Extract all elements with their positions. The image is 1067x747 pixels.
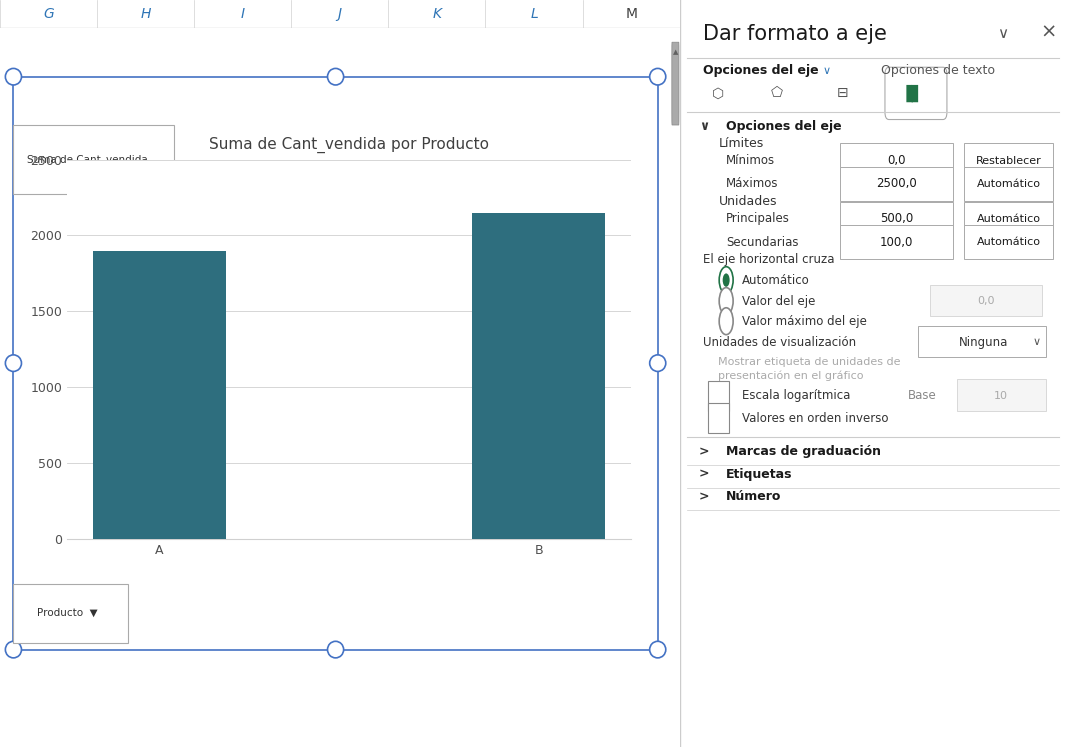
Text: Número: Número: [727, 490, 781, 503]
Circle shape: [722, 273, 730, 287]
Title: Suma de Cant_vendida por Producto: Suma de Cant_vendida por Producto: [209, 137, 489, 152]
Text: Suma de Cant_vendida: Suma de Cant_vendida: [27, 154, 147, 165]
Text: ×: ×: [1040, 22, 1056, 42]
Text: 100,0: 100,0: [880, 235, 913, 249]
Text: Principales: Principales: [727, 212, 790, 226]
Text: ⬡: ⬡: [713, 87, 724, 100]
Text: presentación en el gráfico: presentación en el gráfico: [718, 371, 864, 381]
Text: Valor del eje: Valor del eje: [742, 294, 815, 308]
FancyBboxPatch shape: [965, 225, 1053, 259]
FancyBboxPatch shape: [841, 167, 953, 201]
Text: H: H: [141, 7, 150, 21]
Text: >: >: [699, 490, 710, 503]
FancyBboxPatch shape: [965, 202, 1053, 236]
Circle shape: [650, 69, 666, 85]
FancyBboxPatch shape: [929, 285, 1041, 316]
Text: El eje horizontal cruza: El eje horizontal cruza: [703, 253, 834, 267]
FancyBboxPatch shape: [965, 143, 1053, 178]
Text: ∨: ∨: [823, 66, 831, 76]
Text: Unidades: Unidades: [718, 195, 777, 208]
FancyBboxPatch shape: [841, 225, 953, 259]
Text: M: M: [625, 7, 637, 21]
FancyBboxPatch shape: [707, 403, 729, 433]
FancyBboxPatch shape: [841, 143, 953, 178]
Circle shape: [5, 642, 21, 658]
Text: ⊟: ⊟: [837, 87, 848, 100]
FancyBboxPatch shape: [14, 584, 128, 642]
Text: Automático: Automático: [977, 237, 1041, 247]
Text: Automático: Automático: [977, 214, 1041, 224]
Text: Automático: Automático: [977, 179, 1041, 189]
Bar: [14, 77, 657, 650]
FancyBboxPatch shape: [957, 379, 1046, 411]
Circle shape: [5, 69, 21, 85]
Text: Mínimos: Mínimos: [727, 154, 776, 167]
Text: 500,0: 500,0: [880, 212, 913, 226]
Circle shape: [650, 642, 666, 658]
Circle shape: [5, 355, 21, 371]
Circle shape: [719, 267, 733, 294]
Text: Unidades de visualización: Unidades de visualización: [703, 335, 856, 349]
Text: Marcas de graduación: Marcas de graduación: [727, 445, 881, 459]
Text: >: >: [699, 468, 710, 481]
Text: Opciones del eje: Opciones del eje: [703, 64, 818, 78]
Text: Valor máximo del eje: Valor máximo del eje: [742, 314, 866, 328]
FancyBboxPatch shape: [965, 167, 1053, 201]
FancyBboxPatch shape: [885, 67, 946, 120]
Text: ∨: ∨: [998, 26, 1008, 41]
Text: ∨: ∨: [1032, 337, 1040, 347]
Text: ▐▌: ▐▌: [899, 84, 925, 102]
Text: Automático: Automático: [742, 273, 810, 287]
Text: Opciones del eje: Opciones del eje: [727, 120, 842, 134]
Text: ∨: ∨: [699, 120, 710, 134]
Text: >: >: [699, 445, 710, 459]
Text: Valores en orden inverso: Valores en orden inverso: [742, 412, 888, 425]
Text: ⬠: ⬠: [770, 87, 782, 100]
Circle shape: [719, 308, 733, 335]
Text: 0,0: 0,0: [977, 296, 994, 306]
Circle shape: [328, 69, 344, 85]
Text: Mostrar etiqueta de unidades de: Mostrar etiqueta de unidades de: [718, 357, 901, 368]
Text: ▲: ▲: [672, 49, 679, 55]
Text: K: K: [432, 7, 442, 21]
Text: Opciones de texto: Opciones de texto: [881, 64, 996, 78]
FancyBboxPatch shape: [841, 202, 953, 236]
Text: J: J: [338, 7, 341, 21]
Text: 10: 10: [994, 391, 1008, 401]
Text: Etiquetas: Etiquetas: [727, 468, 793, 481]
FancyBboxPatch shape: [14, 125, 175, 194]
Text: G: G: [43, 7, 54, 21]
Text: 2500,0: 2500,0: [876, 177, 917, 190]
Text: Escala logarítmica: Escala logarítmica: [742, 389, 850, 403]
FancyBboxPatch shape: [672, 42, 679, 125]
Text: L: L: [530, 7, 538, 21]
Text: I: I: [241, 7, 244, 21]
Bar: [93, 251, 225, 539]
Circle shape: [719, 288, 733, 314]
Text: 0,0: 0,0: [888, 154, 906, 167]
Text: Máximos: Máximos: [727, 177, 779, 190]
Circle shape: [650, 355, 666, 371]
Text: Base: Base: [908, 389, 937, 403]
Text: Producto  ▼: Producto ▼: [37, 608, 97, 618]
FancyBboxPatch shape: [918, 326, 1046, 357]
Bar: [473, 213, 605, 539]
Text: Límites: Límites: [718, 137, 764, 150]
Text: Restablecer: Restablecer: [976, 155, 1041, 166]
Text: Dar formato a eje: Dar formato a eje: [703, 24, 887, 43]
Circle shape: [328, 642, 344, 658]
FancyBboxPatch shape: [707, 381, 729, 411]
Text: Ninguna: Ninguna: [958, 335, 1008, 349]
Text: Secundarias: Secundarias: [727, 235, 799, 249]
